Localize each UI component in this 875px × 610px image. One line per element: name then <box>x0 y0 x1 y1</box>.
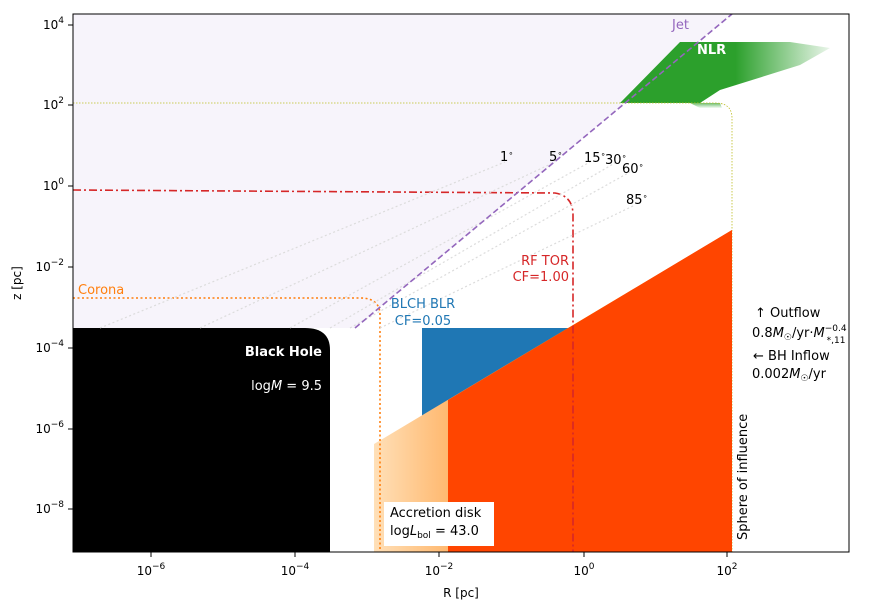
y-tick-label: 10−6 <box>35 420 64 436</box>
sphere-of-influence-label: Sphere of influence <box>736 414 751 540</box>
x-tick-label: 102 <box>716 562 737 578</box>
y-tick-label: 10−2 <box>35 258 64 274</box>
outflow-rate: 0.8M☉/yr·M−0.4 *,11 <box>752 324 847 346</box>
x-tick-label: 10−6 <box>137 562 166 578</box>
x-tick-label: 10−2 <box>425 562 454 578</box>
angle-label: 85∘ <box>626 192 648 208</box>
angle-line-1 <box>99 161 506 329</box>
angle-labels: 1∘ 5∘ 15∘ 30∘ 60∘ 85∘ <box>500 149 648 208</box>
torus-cf-label: CF=1.00 <box>513 270 569 285</box>
sphere-of-influence-boundary <box>73 102 733 552</box>
angle-label: 60∘ <box>622 161 644 177</box>
angle-label: 30∘ <box>605 152 627 168</box>
black-hole-region <box>73 328 330 552</box>
y-tick-label: 102 <box>43 96 64 112</box>
black-hole-mass-label: logM = 9.5 <box>251 379 322 394</box>
blr-cf-label: CF=0.05 <box>395 314 451 329</box>
inflow-rate: 0.002M☉/yr <box>752 367 827 384</box>
angle-label: 5∘ <box>549 149 562 165</box>
black-hole-label: Black Hole <box>245 345 322 360</box>
accretion-disk-label-box <box>384 502 494 546</box>
x-axis-label: R [pc] <box>443 586 479 600</box>
torus-boundary <box>73 189 574 552</box>
y-tick-label: 10−4 <box>35 339 64 355</box>
inflow-label: ← BH Inflow <box>753 349 830 364</box>
angle-line-15 <box>289 161 591 329</box>
y-tick-label: 100 <box>43 177 64 193</box>
angle-line-60 <box>349 171 631 329</box>
corona-label: Corona <box>78 283 124 298</box>
accretion-disk-lbol-label: logLbol = 43.0 <box>390 524 479 541</box>
accretion-disk-label: Accretion disk <box>390 506 482 521</box>
y-tick-label: 10−8 <box>35 500 64 516</box>
viewing-angle-lines <box>99 161 636 329</box>
angle-label: 15∘ <box>584 150 606 166</box>
torus-label: RF TOR <box>521 254 569 269</box>
jet-cone-fill <box>73 14 732 328</box>
x-tick-label: 100 <box>573 562 594 578</box>
outflow-label: ↑ Outflow <box>755 306 821 321</box>
angle-line-30 <box>329 162 616 329</box>
jet-label: Jet <box>671 18 689 33</box>
jet-boundary <box>354 14 733 329</box>
x-tick-label: 10−4 <box>281 562 310 578</box>
blr-label: BLCH BLR <box>391 297 455 312</box>
nlr-fade <box>690 103 722 108</box>
plot-area <box>73 14 830 552</box>
accretion-disk-core <box>448 230 732 552</box>
angle-line-85 <box>379 204 636 329</box>
y-tick-label: 104 <box>43 16 64 32</box>
corona-boundary <box>73 297 381 552</box>
y-axis-label: z [pc] <box>10 266 24 300</box>
axes-frame <box>72 13 850 553</box>
nlr-label: NLR <box>697 43 726 58</box>
x-axis: 10−6 10−4 10−2 100 102 R [pc] <box>137 552 738 600</box>
nlr-region <box>620 42 830 103</box>
y-axis: 10−8 10−6 10−4 10−2 100 102 104 z [pc] <box>10 16 73 516</box>
